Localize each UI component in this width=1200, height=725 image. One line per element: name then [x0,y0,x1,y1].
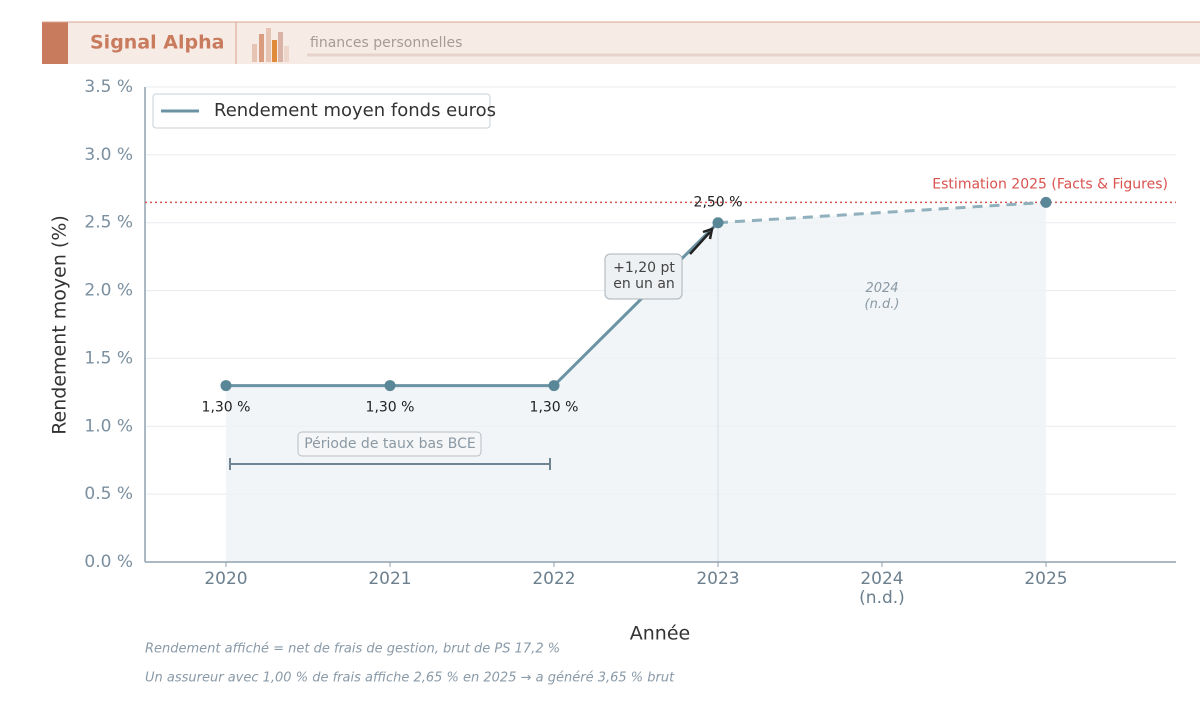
x-tick-label: 2021 [368,569,411,589]
y-tick-label: 3.0 % [84,145,133,165]
period-bracket [229,458,551,470]
x-tick-label: 2025 [1024,569,1067,589]
data-point [1040,196,1052,208]
header-bar [42,22,1200,64]
header-accent [42,22,68,64]
data-label: 2,50 % [694,195,743,211]
x-axis-title: Année [630,623,690,645]
brand: Signal Alpha [90,32,224,54]
x-tick-label: 2020 [204,569,247,589]
annotation-box [604,253,683,300]
legend-label: Rendement moyen fonds euros [214,100,496,121]
y-tick-label: 3.5 % [84,77,133,97]
data-point [384,380,396,392]
section-title: finances personnelles [310,35,462,51]
reference-label: Estimation 2025 (Facts & Figures) [932,176,1168,192]
annotation: 2024 (n.d.) [865,281,900,312]
y-axis-title: Rendement moyen (%) [49,215,71,435]
x-tick-label: 2022 [532,569,575,589]
annotation-box [297,431,482,457]
data-point [712,217,724,229]
annotation-arrow [689,227,714,255]
y-tick-label: 2.0 % [84,281,133,301]
y-tick-label: 1.0 % [84,416,133,436]
annotation: Période de taux bas BCE [304,436,476,452]
x-tick-label: 2024 (n.d.) [859,569,905,608]
x-tick-label: 2023 [696,569,739,589]
data-point [548,380,560,392]
y-tick-label: 1.5 % [84,348,133,368]
data-label: 1,30 % [202,400,251,416]
footnote: Un assureur avec 1,00 % de frais affiche… [145,671,675,686]
data-point [220,380,232,392]
y-tick-label: 2.5 % [84,213,133,233]
brand-icon [252,28,289,62]
series-line [226,221,720,388]
y-tick-label: 0.5 % [84,484,133,504]
area-shade [226,202,1046,562]
legend-box [152,93,491,129]
annotation: +1,20 pt en un an [613,260,675,292]
data-label: 1,30 % [366,400,415,416]
footnote: Rendement affiché = net de frais de gest… [145,642,560,657]
projection-line [717,200,1047,225]
y-tick-label: 0.0 % [84,552,133,572]
data-label: 1,30 % [530,400,579,416]
